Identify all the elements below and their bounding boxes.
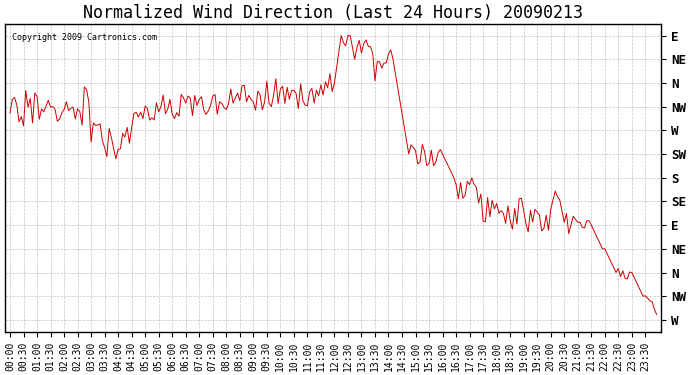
Text: Copyright 2009 Cartronics.com: Copyright 2009 Cartronics.com [12,33,157,42]
Title: Normalized Wind Direction (Last 24 Hours) 20090213: Normalized Wind Direction (Last 24 Hours… [83,4,583,22]
